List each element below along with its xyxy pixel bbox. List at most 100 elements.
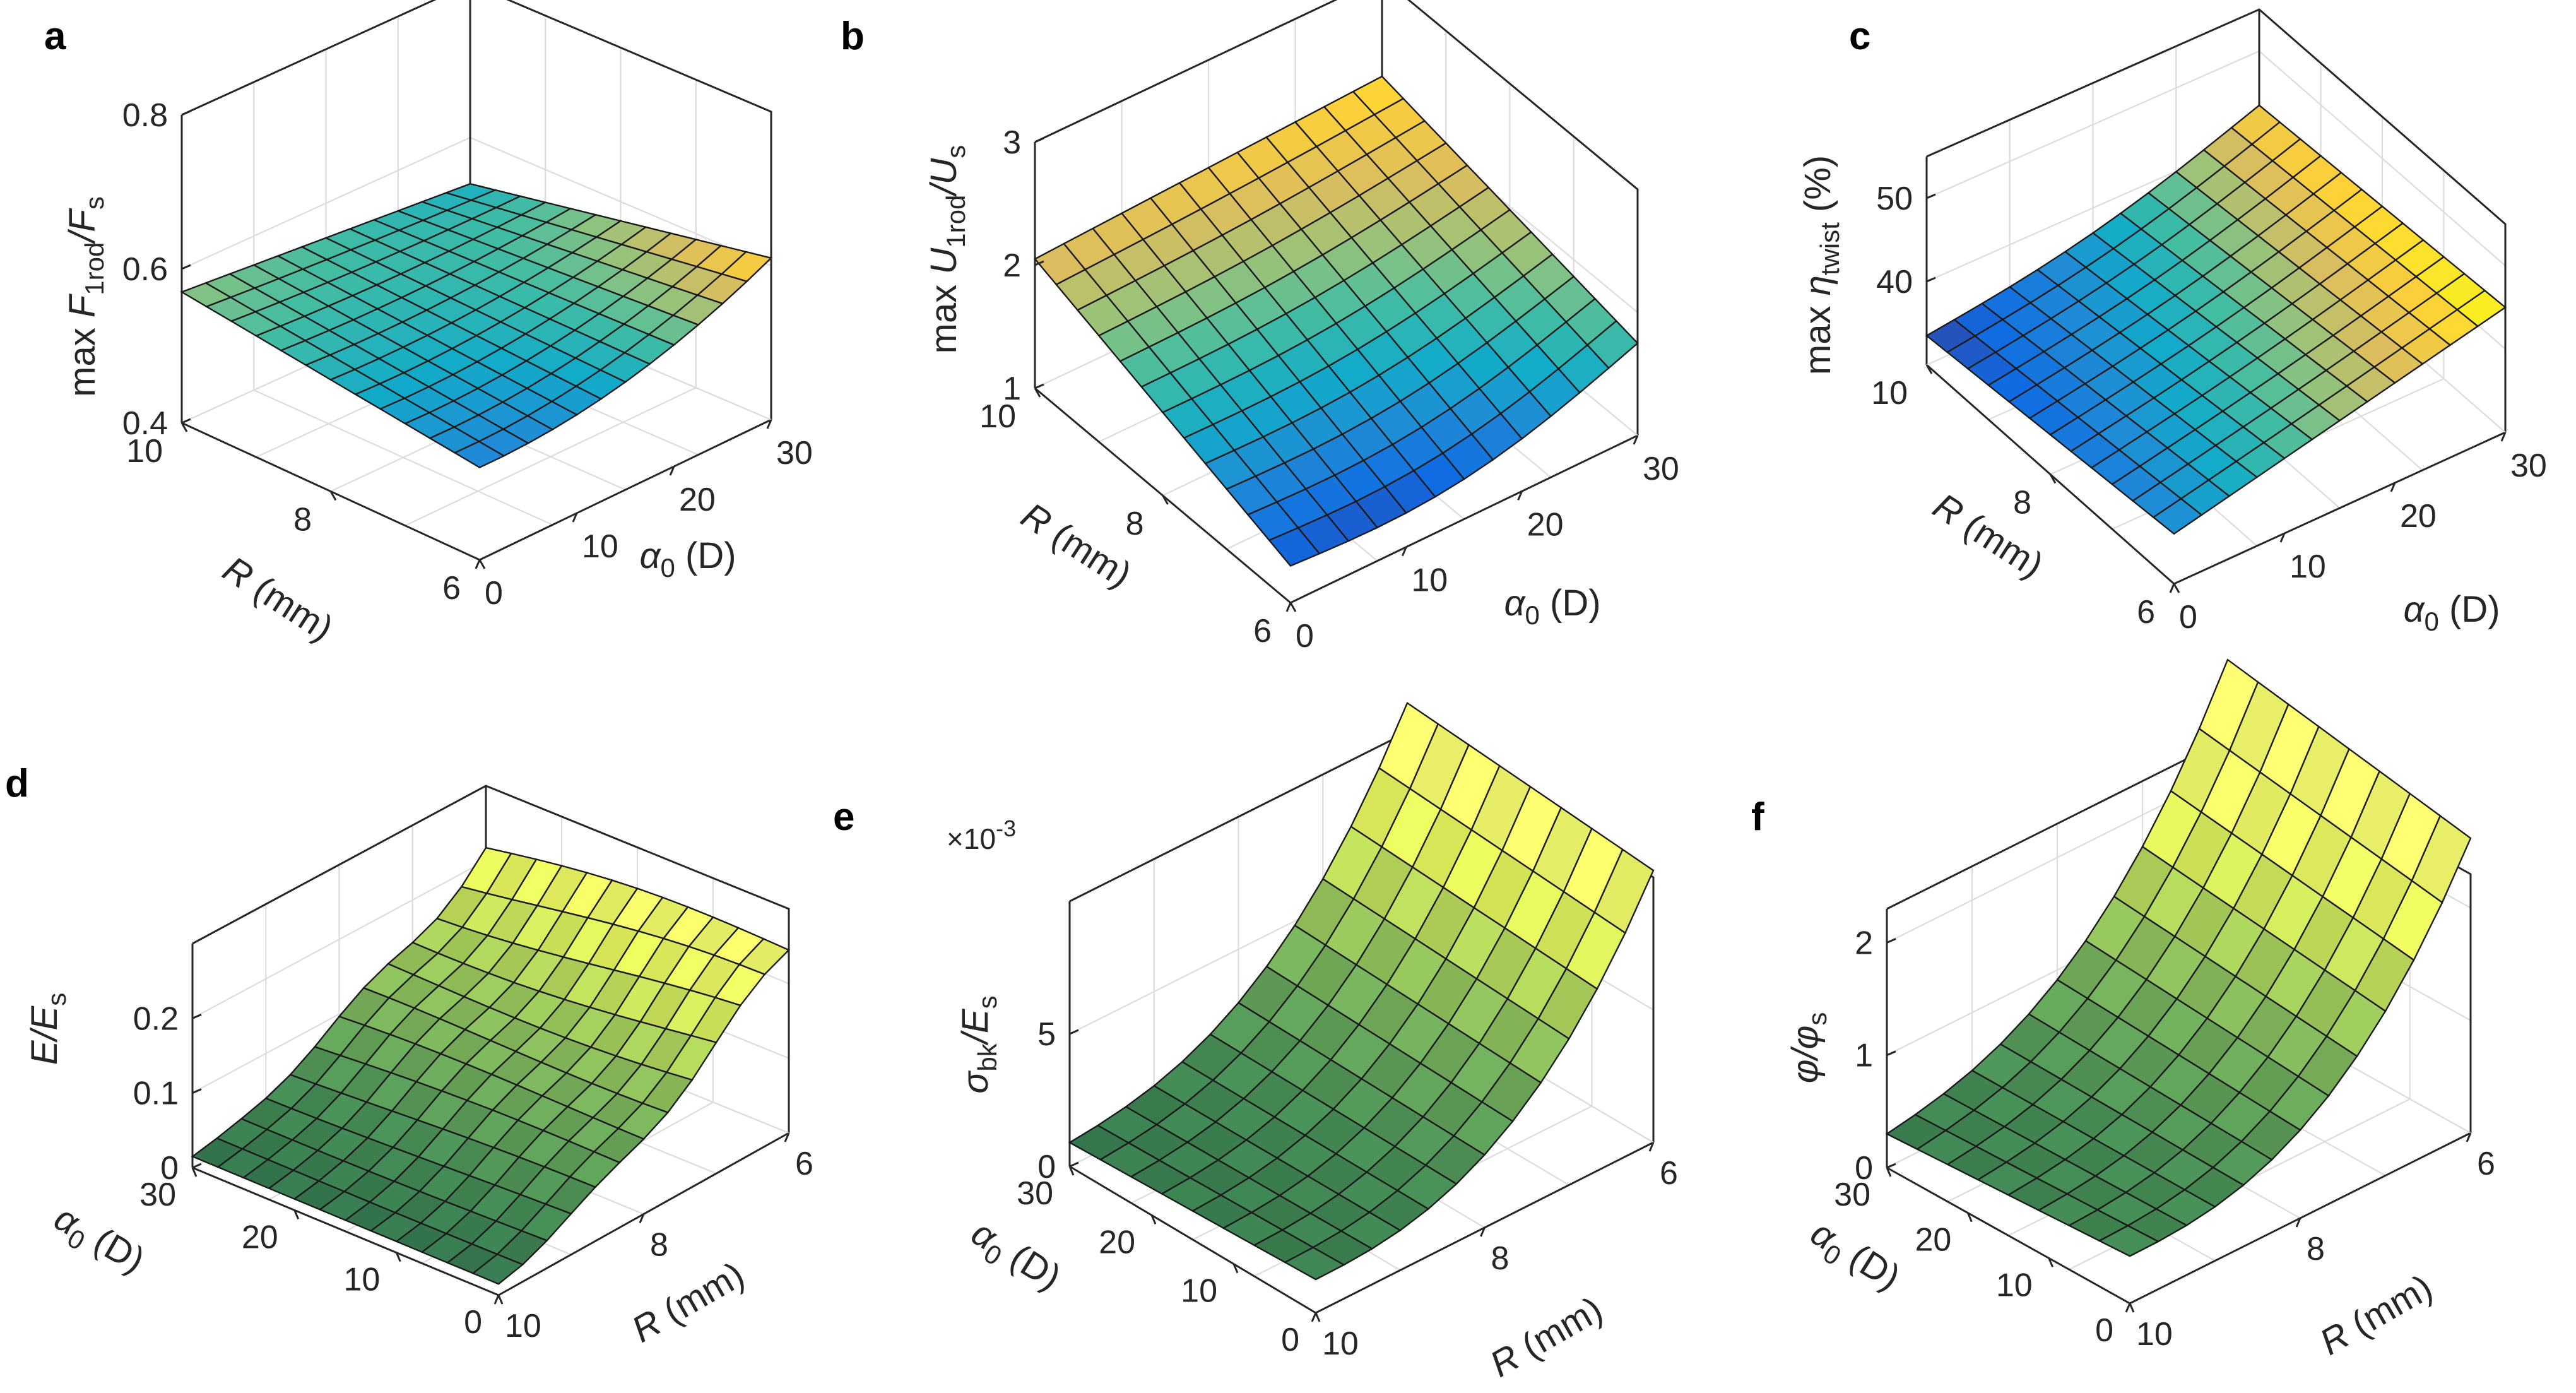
x-label: R (mm) xyxy=(625,1254,751,1351)
z-tick-label: 2 xyxy=(1003,247,1021,284)
alpha-tick-label: 30 xyxy=(776,435,813,471)
alpha-tick-label: 10 xyxy=(1996,1267,2033,1303)
r-tick-label: 6 xyxy=(2137,594,2155,631)
r-tick-label: 8 xyxy=(2013,485,2031,521)
x-label: R (mm) xyxy=(216,548,340,649)
alpha-tick-label: 10 xyxy=(343,1262,380,1298)
panel-letter: d xyxy=(5,762,29,805)
alpha-axis: 0 10 20 30 xyxy=(2169,432,2547,636)
alpha-tick-label: 0 xyxy=(464,1304,482,1341)
panel-letter: b xyxy=(841,15,865,58)
surface-a xyxy=(180,182,773,468)
alpha-tick-label: 30 xyxy=(139,1177,176,1213)
z-label: max U1rod/Us xyxy=(923,145,971,354)
r-axis: 10 8 6 xyxy=(2125,1132,2495,1353)
x-label: R (mm) xyxy=(1483,1289,1609,1385)
r-tick-label: 10 xyxy=(126,433,163,470)
alpha-tick-label: 20 xyxy=(1527,506,1564,543)
alpha-tick-label: 30 xyxy=(2510,448,2547,484)
y-label: α0 (D) xyxy=(961,1212,1068,1303)
z-axis: 0 0.1 0.2 xyxy=(133,1000,202,1187)
panel-letter: a xyxy=(44,15,66,58)
alpha-tick-label: 20 xyxy=(1099,1224,1135,1260)
axis-multiplier: ×10-3 xyxy=(947,815,1016,855)
z-label: φ/φs xyxy=(1785,1012,1832,1084)
alpha-tick-label: 20 xyxy=(242,1219,278,1255)
surface-e xyxy=(1068,701,1655,1281)
alpha-tick-label: 0 xyxy=(2179,599,2197,636)
z-tick-label: 0.6 xyxy=(122,251,168,288)
surface-cell xyxy=(2152,497,2203,535)
alpha-axis: 0 10 20 30 xyxy=(139,1167,504,1341)
alpha-axis: 0 10 20 30 xyxy=(1285,435,1679,655)
z-tick-label: 1 xyxy=(1003,370,1021,407)
z-label: σbk/Es xyxy=(955,995,1002,1093)
alpha-tick-label: 20 xyxy=(679,482,716,518)
r-axis: 6 8 10 xyxy=(979,388,1297,649)
alpha-tick-label: 10 xyxy=(2289,548,2326,585)
r-tick-label: 8 xyxy=(2307,1231,2325,1267)
z-axis: 0 1 2 xyxy=(1855,925,1896,1187)
surface-cell xyxy=(2098,1224,2160,1257)
alpha-tick-label: 0 xyxy=(1296,618,1314,655)
y-label: α0 (D) xyxy=(1800,1212,1908,1303)
y-label: α0 (D) xyxy=(2403,589,2500,636)
surface-cell xyxy=(1283,1247,1346,1281)
x-label: R (mm) xyxy=(2313,1267,2439,1363)
alpha-tick-label: 30 xyxy=(1834,1177,1870,1213)
surface-cell xyxy=(1268,526,1321,567)
z-tick-label: 0 xyxy=(160,1150,179,1187)
z-tick-label: 0.4 xyxy=(122,405,168,442)
surface-d xyxy=(191,846,791,1285)
panel-c: 40 50 6 8 10 0 10 20 30 c max ηtwist (%) R (mm) α0 (… xyxy=(1797,8,2547,636)
alpha-tick-label: 0 xyxy=(2095,1312,2113,1349)
z-axis: 1 2 3 xyxy=(1003,124,1044,407)
r-tick-label: 6 xyxy=(1253,613,1272,649)
panel-letter: f xyxy=(1751,795,1764,839)
panel-b: 1 2 3 6 8 10 0 10 20 30 b max U1rod/Us R (mm) α0 (D) xyxy=(841,0,1679,655)
z-tick-label: 0.1 xyxy=(133,1076,179,1112)
surface-b xyxy=(1034,75,1639,567)
r-tick-label: 6 xyxy=(795,1146,813,1182)
r-axis: 10 8 6 xyxy=(493,1132,813,1344)
z-tick-label: 40 xyxy=(1876,264,1913,300)
z-tick-label: 0 xyxy=(1855,1150,1873,1187)
r-tick-label: 8 xyxy=(1491,1240,1510,1277)
surface-cell xyxy=(453,441,506,468)
z-tick-label: 2 xyxy=(1855,925,1873,961)
y-label: α0 (D) xyxy=(44,1197,151,1286)
z-tick-label: 50 xyxy=(1876,181,1913,217)
alpha-axis: 0 10 20 30 xyxy=(475,419,813,612)
z-label: max F1rod/Fs xyxy=(62,196,109,397)
r-axis: 10 8 6 xyxy=(1311,1142,1678,1362)
r-tick-label: 6 xyxy=(2477,1146,2495,1182)
alpha-tick-label: 0 xyxy=(485,575,503,612)
z-tick-label: 0.8 xyxy=(122,97,168,134)
alpha-tick-label: 30 xyxy=(1643,451,1679,487)
y-label: α0 (D) xyxy=(639,535,736,583)
alpha-tick-label: 10 xyxy=(1411,562,1448,599)
alpha-tick-label: 10 xyxy=(582,528,618,565)
surface-f xyxy=(1885,658,2472,1257)
r-tick-label: 10 xyxy=(979,398,1016,435)
z-tick-label: 1 xyxy=(1855,1038,1873,1074)
r-tick-label: 6 xyxy=(1660,1155,1678,1192)
alpha-tick-label: 20 xyxy=(2400,498,2437,535)
z-tick-label: 5 xyxy=(1037,1016,1056,1053)
r-tick-label: 10 xyxy=(1322,1325,1359,1362)
alpha-tick-label: 10 xyxy=(1181,1273,1217,1310)
panel-d: 0 0.1 0.2 10 8 6 0 10 20 30 d E/Es R (mm) α0 (D) xyxy=(5,762,813,1351)
r-axis: 6 8 10 xyxy=(1871,364,2180,631)
z-label: E/Es xyxy=(24,993,71,1065)
z-tick-label: 0.2 xyxy=(133,1000,179,1037)
z-axis: 40 50 xyxy=(1876,181,1936,300)
panel-a: 0.4 0.6 0.8 6 8 10 0 10 20 30 a max F1rod/Fs R (mm) α… xyxy=(44,0,813,649)
z-axis: 05 xyxy=(1037,1016,1079,1185)
alpha-tick-label: 0 xyxy=(1281,1322,1299,1358)
surface-c xyxy=(1925,104,2507,535)
x-label: R (mm) xyxy=(1014,495,1138,596)
y-label: α0 (D) xyxy=(1504,583,1600,630)
r-axis: 6 8 10 xyxy=(126,422,486,607)
